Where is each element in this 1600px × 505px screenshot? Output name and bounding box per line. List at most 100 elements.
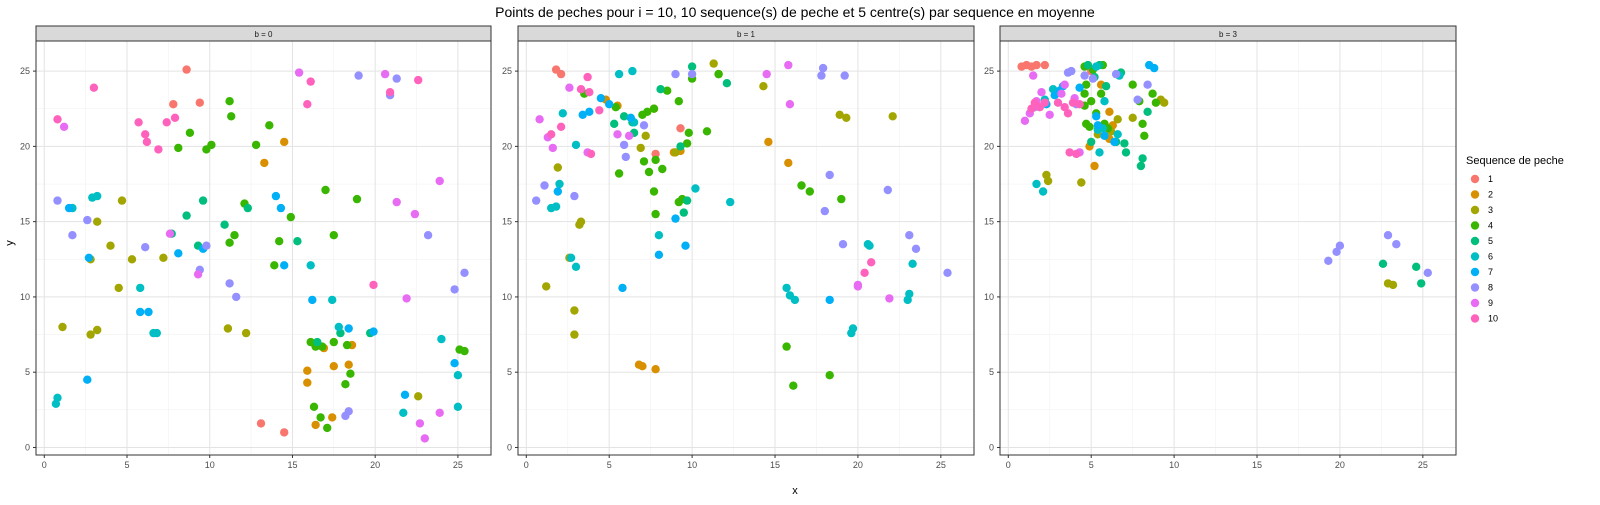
data-point [162, 118, 171, 127]
data-point [193, 270, 203, 279]
data-point [1378, 259, 1388, 268]
data-point [89, 83, 99, 92]
data-point [195, 98, 204, 107]
data-point [323, 423, 332, 433]
data-point [1417, 279, 1426, 288]
data-point [1113, 115, 1122, 124]
data-point [170, 113, 180, 123]
data-point [888, 112, 897, 121]
legend-label: 10 [1488, 314, 1498, 324]
data-point [328, 413, 337, 422]
series-7 [553, 94, 834, 305]
y-tick-label: 5 [989, 367, 994, 377]
data-point [553, 187, 562, 196]
data-point [169, 100, 178, 109]
data-point [141, 130, 150, 139]
data-point [402, 294, 411, 303]
data-point [535, 115, 544, 124]
y-tick-label: 10 [502, 292, 512, 302]
data-point [53, 393, 62, 402]
data-point [654, 250, 664, 259]
data-point [1060, 80, 1069, 89]
data-point [182, 65, 191, 74]
data-point [639, 157, 649, 166]
data-point [1063, 109, 1073, 118]
data-point [764, 137, 773, 147]
data-point [334, 322, 343, 332]
data-point [555, 179, 564, 189]
data-point [547, 130, 556, 139]
data-point [644, 167, 654, 177]
data-point [1075, 83, 1084, 92]
data-point [651, 149, 660, 159]
data-point [1057, 89, 1066, 98]
data-point [329, 231, 338, 240]
y-tick-label: 10 [20, 292, 30, 302]
data-point [93, 325, 102, 335]
data-point [1077, 178, 1086, 187]
legend-label: 3 [1488, 205, 1493, 215]
data-point [141, 243, 150, 252]
data-point [227, 112, 236, 121]
x-tick-label: 15 [770, 460, 780, 470]
data-point [634, 360, 644, 369]
data-point [309, 402, 319, 411]
data-point [316, 413, 325, 422]
data-point [241, 328, 251, 338]
panel-border [999, 40, 1457, 456]
data-point [303, 378, 312, 387]
legend-label: 8 [1488, 283, 1493, 293]
data-point [154, 145, 163, 154]
data-point [676, 142, 685, 151]
data-point [58, 322, 67, 332]
data-point [578, 110, 587, 120]
data-point [311, 420, 320, 430]
data-point [293, 237, 302, 246]
data-point [117, 196, 127, 205]
data-point [185, 128, 195, 137]
data-point [865, 241, 874, 250]
data-point [271, 191, 281, 201]
data-point [344, 360, 353, 369]
data-point [1383, 231, 1393, 240]
x-tick-label: 25 [453, 460, 463, 470]
data-point [68, 231, 77, 240]
data-point [656, 85, 665, 94]
data-point [1105, 107, 1114, 117]
data-point [671, 69, 680, 79]
series-10 [547, 72, 876, 277]
data-point [583, 72, 592, 82]
y-tick-label: 5 [25, 367, 30, 377]
data-point [611, 103, 620, 112]
data-point [586, 149, 596, 159]
data-point [1100, 131, 1109, 140]
data-point [1032, 179, 1041, 189]
data-point [671, 148, 680, 157]
data-point [223, 324, 233, 333]
data-point [671, 214, 680, 223]
data-point [585, 107, 594, 117]
data-point [817, 71, 826, 80]
data-point [641, 131, 650, 140]
panel-border [517, 40, 975, 456]
data-point [797, 181, 806, 190]
legend-key [1470, 298, 1480, 308]
data-point [658, 164, 667, 174]
data-point [1136, 161, 1146, 171]
data-point [414, 75, 423, 85]
series-10 [53, 75, 423, 290]
data-point [251, 140, 261, 150]
series-4 [580, 69, 846, 390]
data-point [1100, 97, 1109, 106]
data-point [83, 375, 92, 384]
data-point [1092, 62, 1101, 71]
legend-label: 6 [1488, 252, 1493, 262]
data-point [556, 69, 566, 79]
data-point [152, 328, 161, 338]
data-point [682, 139, 692, 148]
data-point [369, 327, 378, 336]
data-point [303, 100, 312, 109]
data-point [684, 128, 693, 137]
data-point [714, 69, 723, 79]
data-point [114, 283, 123, 293]
